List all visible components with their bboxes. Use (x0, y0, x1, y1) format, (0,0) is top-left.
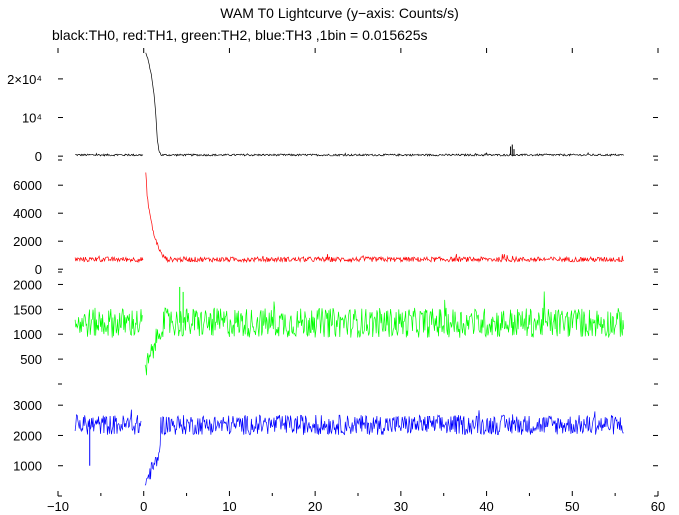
panel-th3: 1000 2000 3000 (13, 398, 658, 497)
x-tick-label: 30 (394, 499, 408, 514)
y-tick-label: 4000 (13, 206, 42, 221)
y-tick-label: 1500 (13, 302, 42, 317)
chart-subtitle: black:TH0, red:TH1, green:TH2, blue:TH3 … (52, 27, 428, 43)
x-tick-label: −10 (47, 499, 69, 514)
panels: 010⁴2×10⁴0200040006000500100015002000100… (7, 52, 658, 497)
series-line-th1 (74, 172, 624, 264)
chart-title: WAM T0 Lightcurve (y−axis: Counts/s) (220, 5, 459, 21)
y-tick-label: 3000 (13, 398, 42, 413)
y-tick-label: 2000 (13, 428, 42, 443)
panel-th2: 500 1000 1500 2000 (13, 277, 658, 385)
y-tick-label: 2000 (13, 277, 42, 292)
series-line-th0 (75, 52, 624, 157)
y-tick-label: 2×10⁴ (7, 72, 42, 87)
x-tick-label: 40 (479, 499, 493, 514)
x-tick-label: 50 (565, 499, 579, 514)
y-tick-label: 1000 (13, 459, 42, 474)
panel-th1: 0 2000 4000 6000 (13, 172, 658, 277)
y-tick-label: 0 (35, 262, 42, 277)
y-tick-label: 1000 (13, 327, 42, 342)
series-line-th3 (74, 409, 624, 486)
x-tick-label: 0 (140, 499, 147, 514)
x-tick-label: 10 (222, 499, 236, 514)
y-tick-label: 2000 (13, 234, 42, 249)
x-axis: −10 0 10 20 30 40 50 60 (47, 48, 665, 514)
x-tick-label: 20 (308, 499, 322, 514)
y-tick-label: 0 (35, 149, 42, 164)
y-tick-label: 10⁴ (22, 111, 42, 126)
y-tick-label: 500 (20, 352, 42, 367)
panel-th0: 0 10⁴ 2×10⁴ (7, 52, 658, 164)
x-tick-label: 60 (651, 499, 665, 514)
y-tick-label: 6000 (13, 178, 42, 193)
series-line-th2 (74, 291, 625, 376)
